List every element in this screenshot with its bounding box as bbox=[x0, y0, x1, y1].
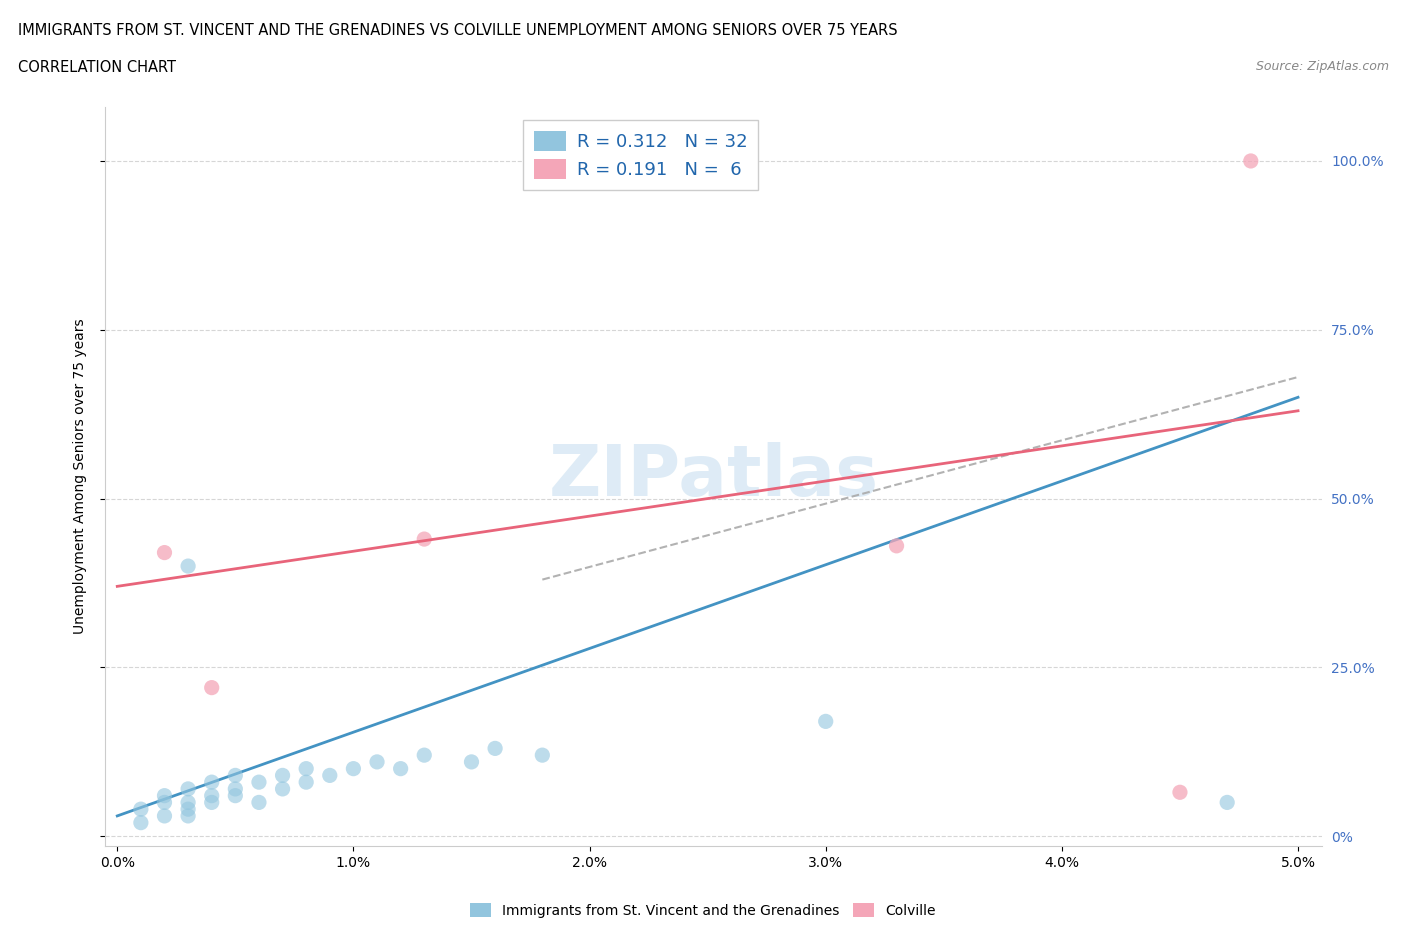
Point bbox=[366, 754, 388, 769]
Y-axis label: Unemployment Among Seniors over 75 years: Unemployment Among Seniors over 75 years bbox=[73, 319, 87, 634]
Legend: Immigrants from St. Vincent and the Grenadines, Colville: Immigrants from St. Vincent and the Gren… bbox=[464, 897, 942, 923]
Point bbox=[460, 754, 482, 769]
Point bbox=[484, 741, 506, 756]
Point bbox=[319, 768, 342, 783]
Text: ZIPatlas: ZIPatlas bbox=[548, 442, 879, 512]
Point bbox=[201, 795, 224, 810]
Point bbox=[295, 775, 318, 790]
Point bbox=[342, 762, 364, 777]
Point bbox=[129, 802, 152, 817]
Point bbox=[177, 808, 200, 823]
Point bbox=[153, 795, 176, 810]
Point bbox=[153, 789, 176, 804]
Point bbox=[271, 768, 294, 783]
Point bbox=[247, 795, 270, 810]
Point bbox=[295, 762, 318, 777]
Point bbox=[224, 781, 246, 796]
Point bbox=[389, 762, 412, 777]
Point bbox=[1216, 795, 1239, 810]
Text: CORRELATION CHART: CORRELATION CHART bbox=[18, 60, 176, 75]
Text: IMMIGRANTS FROM ST. VINCENT AND THE GRENADINES VS COLVILLE UNEMPLOYMENT AMONG SE: IMMIGRANTS FROM ST. VINCENT AND THE GREN… bbox=[18, 23, 898, 38]
Point bbox=[177, 559, 200, 574]
Point bbox=[271, 781, 294, 796]
Text: Source: ZipAtlas.com: Source: ZipAtlas.com bbox=[1256, 60, 1389, 73]
Point bbox=[224, 789, 246, 804]
Point bbox=[129, 816, 152, 830]
Point bbox=[886, 538, 908, 553]
Point bbox=[1168, 785, 1191, 800]
Point bbox=[413, 748, 436, 763]
Point bbox=[201, 789, 224, 804]
Point bbox=[201, 775, 224, 790]
Point bbox=[153, 545, 176, 560]
Point bbox=[201, 680, 224, 695]
Point bbox=[1240, 153, 1263, 168]
Point bbox=[531, 748, 554, 763]
Point bbox=[413, 532, 436, 547]
Point bbox=[224, 768, 246, 783]
Point bbox=[177, 781, 200, 796]
Point bbox=[177, 802, 200, 817]
Point bbox=[177, 795, 200, 810]
Point bbox=[247, 775, 270, 790]
Legend: R = 0.312   N = 32, R = 0.191   N =  6: R = 0.312 N = 32, R = 0.191 N = 6 bbox=[523, 120, 758, 191]
Point bbox=[814, 714, 837, 729]
Point bbox=[153, 808, 176, 823]
